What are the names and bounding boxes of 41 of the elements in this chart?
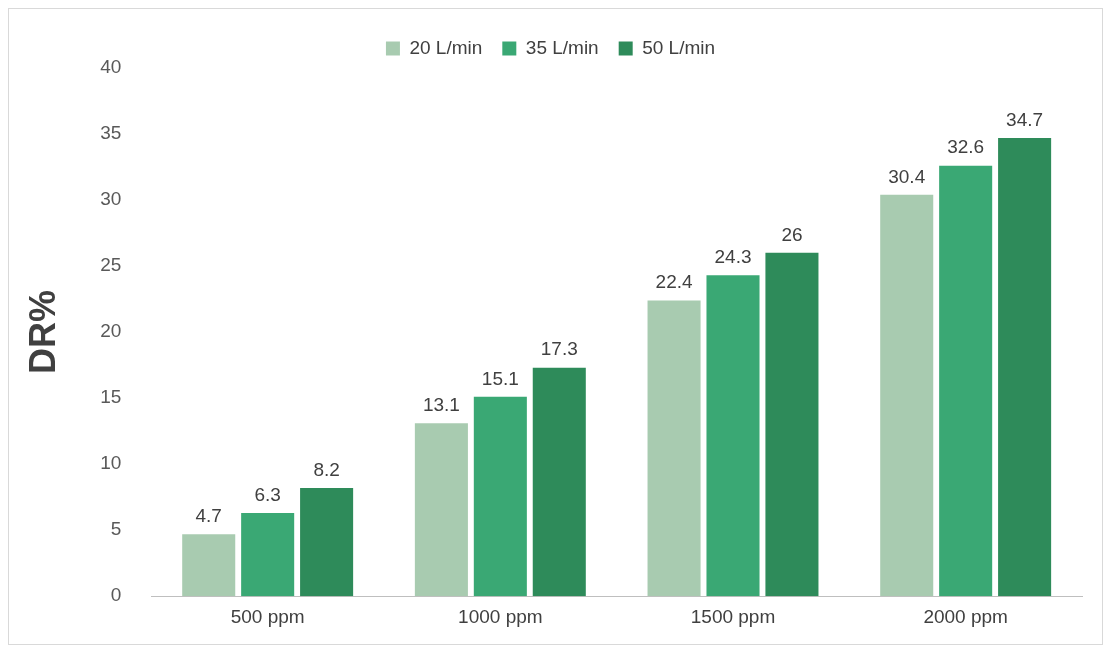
bar [998,137,1052,597]
y-tick-label: 5 [110,518,122,540]
y-axis-title: DR% [21,290,63,375]
data-label: 26 [781,223,803,245]
y-tick-label: 30 [100,188,122,210]
y-tick-label: 40 [100,56,122,78]
bar [939,165,993,597]
data-label: 4.7 [195,504,222,526]
bar [880,194,934,597]
data-label: 24.3 [714,246,752,268]
data-label: 22.4 [655,271,693,293]
data-label: 30.4 [888,165,926,187]
x-tick-label: 2000 ppm [923,605,1008,627]
data-label: 34.7 [1006,108,1044,130]
data-label: 13.1 [422,393,460,415]
data-label: 6.3 [254,483,281,505]
y-tick-label: 0 [110,584,122,606]
legend-label: 50 L/min [642,36,716,58]
y-tick-label: 20 [100,320,122,342]
bar [473,396,527,597]
data-label: 32.6 [947,136,985,158]
bar [414,423,468,597]
x-tick-label: 500 ppm [230,605,305,627]
bar [647,300,701,597]
y-tick-label: 25 [100,254,122,276]
y-tick-label: 35 [100,122,122,144]
bar [706,275,760,597]
bar [241,513,295,597]
bar [182,534,236,597]
x-tick-label: 1000 ppm [458,605,543,627]
data-label: 8.2 [313,458,340,480]
legend-label: 35 L/min [525,36,599,58]
bar [532,367,586,597]
x-tick-label: 1500 ppm [690,605,776,627]
data-label: 15.1 [481,367,519,389]
y-tick-label: 10 [100,452,122,474]
y-tick-label: 15 [100,386,122,408]
legend-label: 20 L/min [409,36,483,58]
data-label: 17.3 [540,338,578,360]
bar [765,252,819,597]
bar [300,487,354,597]
